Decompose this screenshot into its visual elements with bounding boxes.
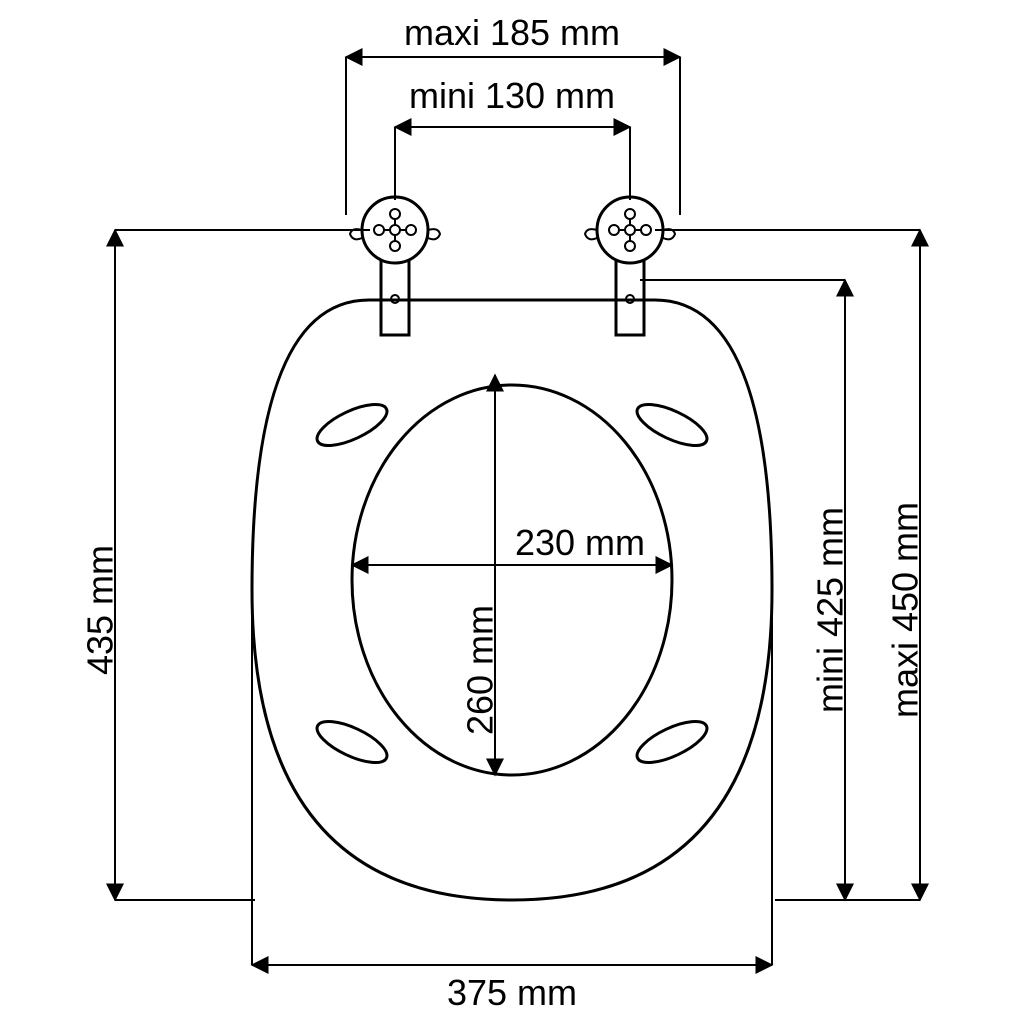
label-maxi-height: maxi 450 mm bbox=[885, 502, 926, 718]
dimension-lines bbox=[115, 57, 920, 965]
label-mini-height: mini 425 mm bbox=[810, 507, 851, 713]
hinges bbox=[350, 197, 675, 335]
label-inner-height: 260 mm bbox=[460, 605, 501, 735]
label-mini-hinge: mini 130 mm bbox=[409, 75, 615, 116]
label-inner-width: 230 mm bbox=[515, 522, 645, 563]
label-bottom-width: 375 mm bbox=[447, 972, 577, 1013]
label-left-height: 435 mm bbox=[80, 545, 121, 675]
toilet-seat bbox=[252, 300, 772, 900]
label-maxi-hinge: maxi 185 mm bbox=[404, 12, 620, 53]
dimension-diagram: maxi 185 mm mini 130 mm 230 mm 260 mm 43… bbox=[0, 0, 1024, 1024]
